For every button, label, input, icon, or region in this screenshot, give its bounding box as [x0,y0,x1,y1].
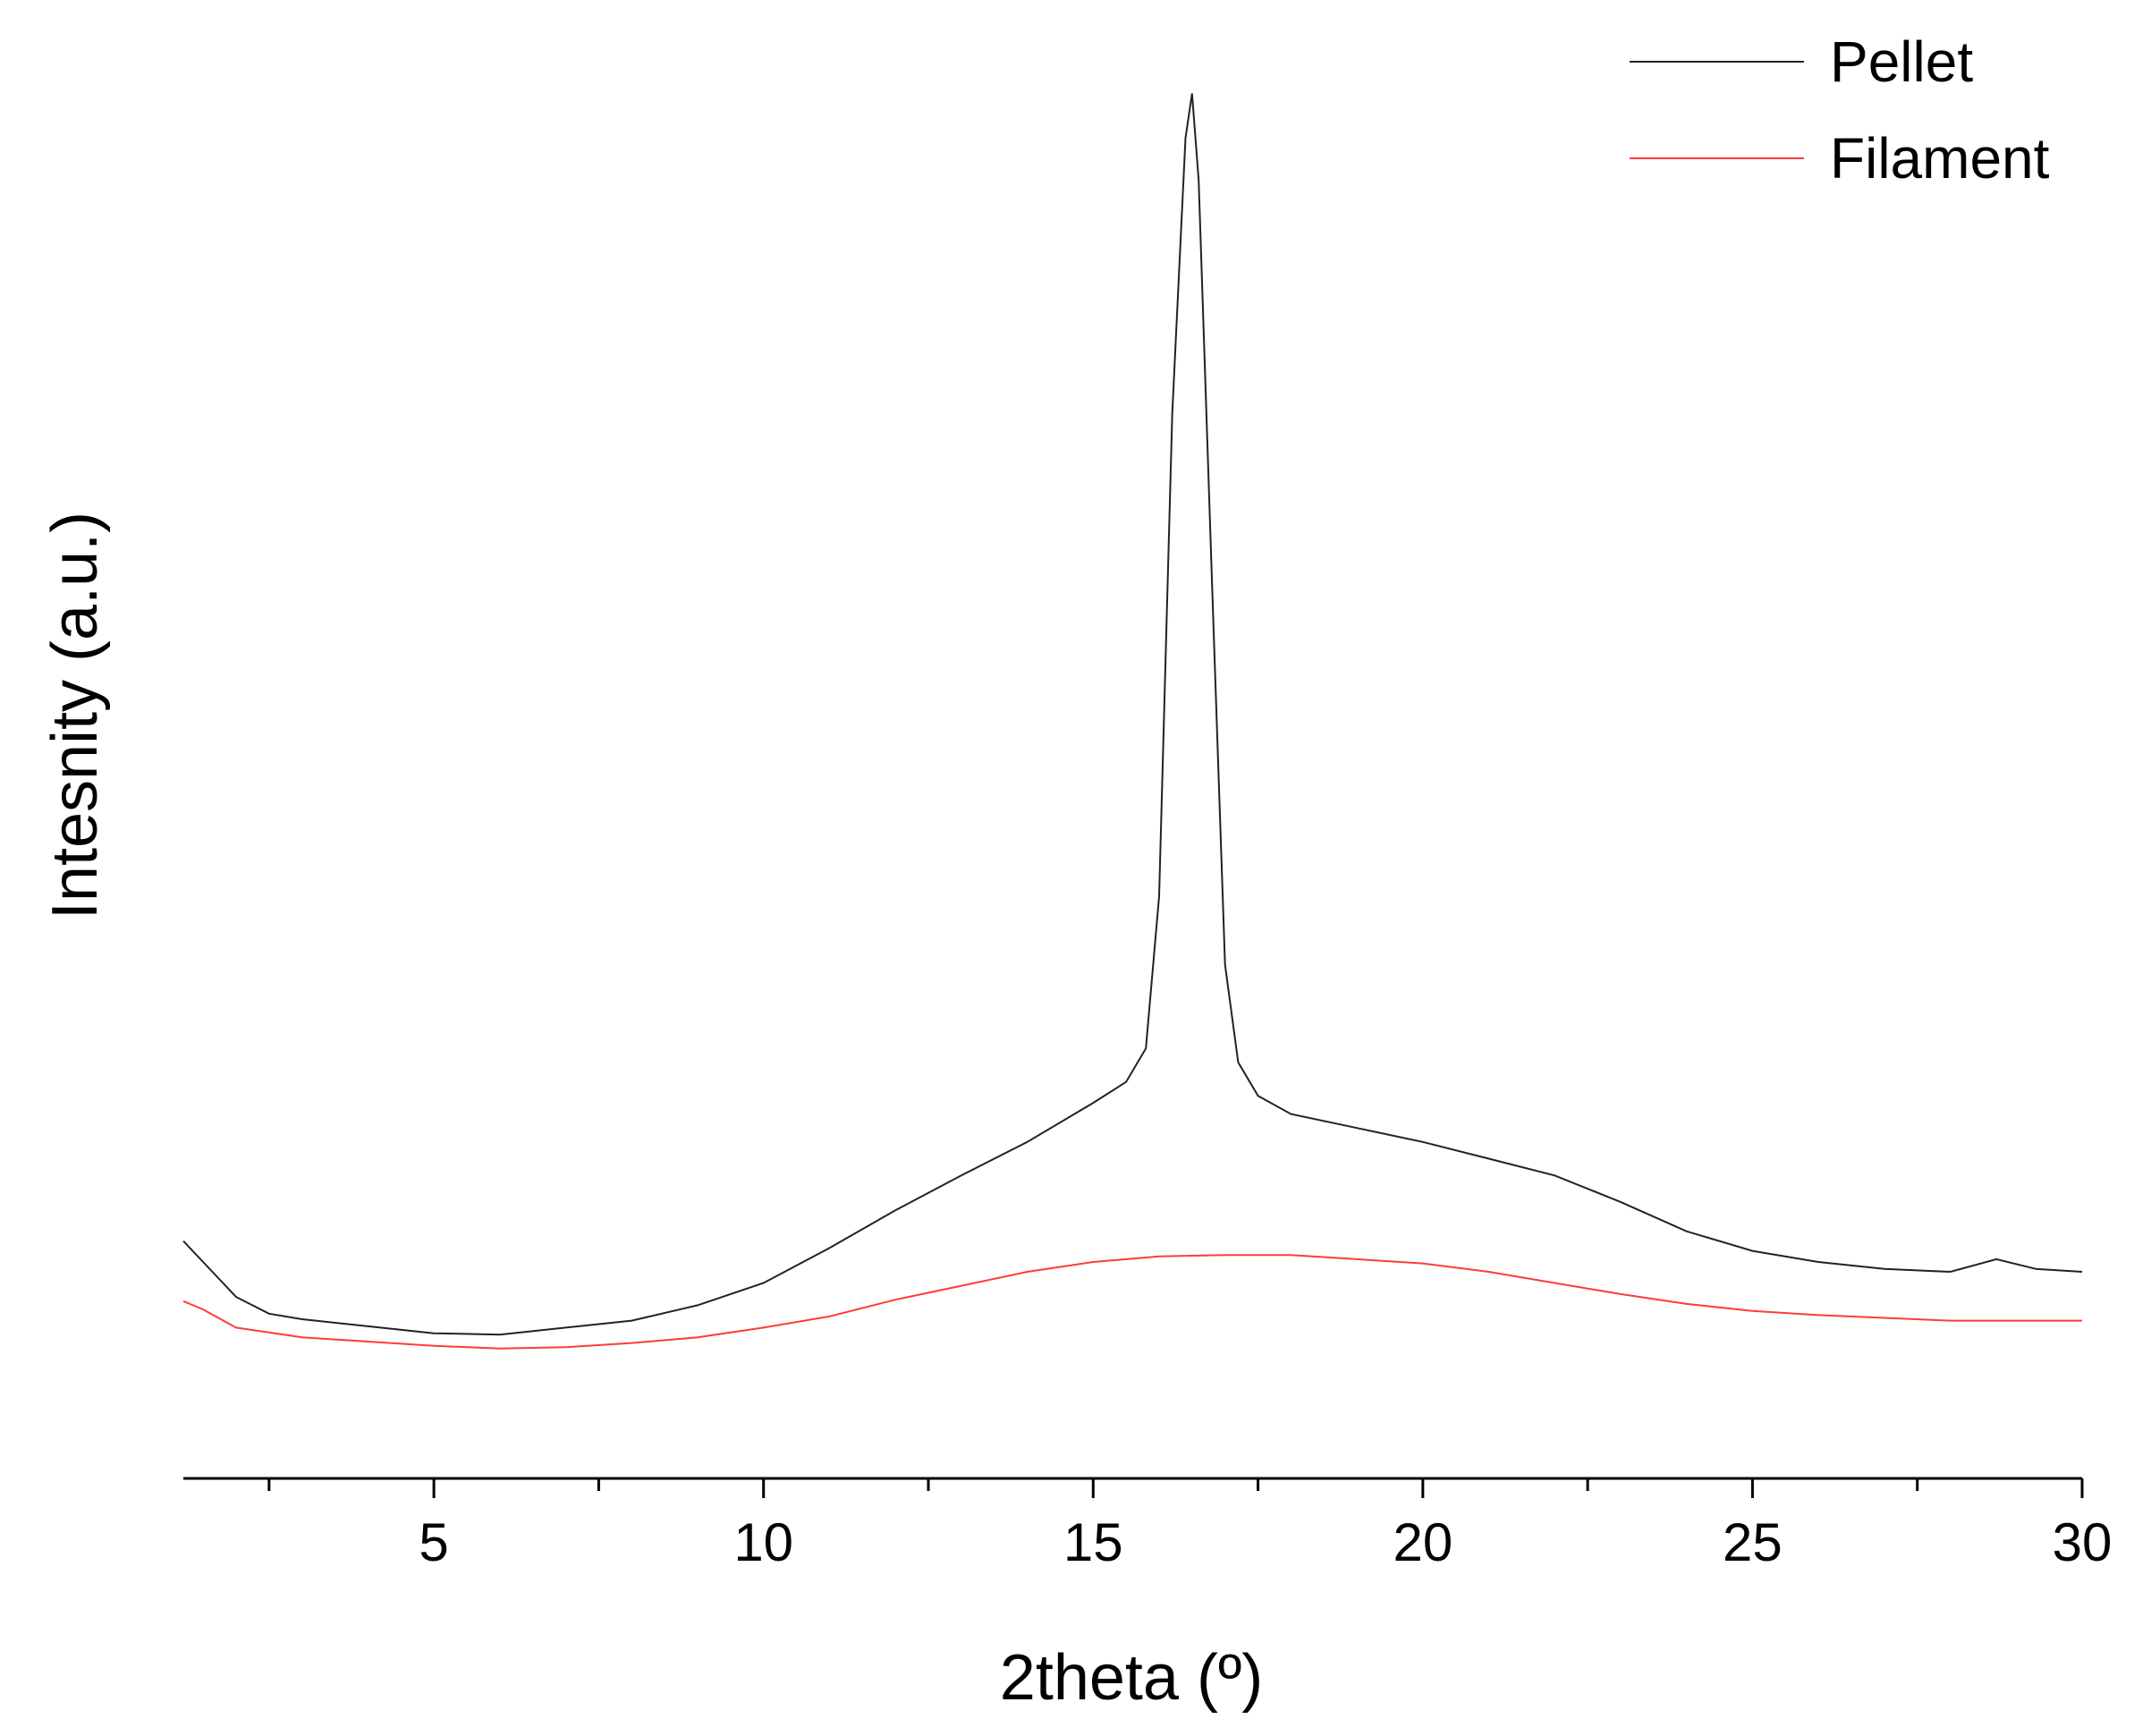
x-tick-label: 25 [1723,1512,1783,1572]
legend-label: Filament [1830,126,2050,191]
x-tick-label: 5 [419,1512,448,1572]
legend-label: Pellet [1830,30,1973,94]
x-tick-label: 15 [1063,1512,1123,1572]
y-axis-label: Intesnity (a.u.) [39,512,111,919]
series-line [182,1254,2082,1350]
x-tick-label: 10 [733,1512,793,1572]
x-tick-label: 30 [2053,1512,2113,1572]
x-tick-label: 20 [1393,1512,1452,1572]
series-line [182,93,2083,1336]
x-axis-label: 2theta (º) [1000,1642,1263,1714]
